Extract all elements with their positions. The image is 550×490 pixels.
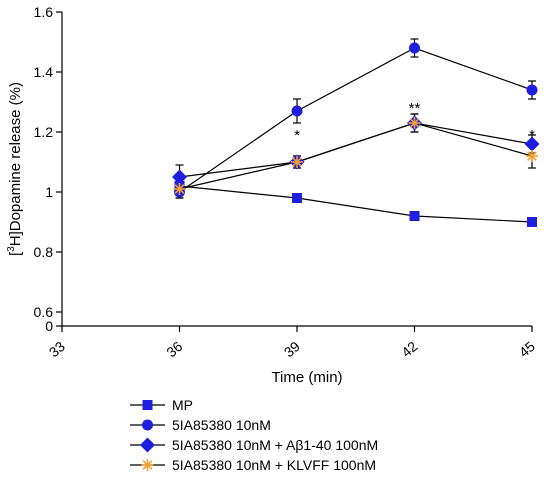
- y-tick-label: 1.2: [34, 124, 54, 140]
- data-point-3-0: [173, 183, 186, 195]
- x-tick-label: 45: [516, 338, 538, 360]
- significance-label: *: [294, 127, 300, 144]
- series-line-2: [179, 122, 533, 178]
- significance-annotations: ****: [294, 100, 535, 144]
- y-tick-label: 1.6: [34, 4, 54, 20]
- y-tick-label: 0.8: [34, 244, 54, 260]
- x-tick-label: 36: [163, 338, 185, 360]
- x-axis-title: Time (min): [271, 369, 342, 386]
- significance-label: **: [409, 100, 421, 117]
- y-axis-title: [3H]Dopamine release (%): [6, 82, 24, 256]
- series-line-1: [179, 47, 533, 193]
- x-tick-label: 33: [46, 338, 68, 360]
- data-point-3-3: [526, 150, 538, 162]
- y-tick-label: 1: [45, 184, 53, 200]
- error-bars: [175, 38, 536, 226]
- legend-label-2: 5IA85380 10nM + Aβ1-40 100nM: [172, 437, 378, 453]
- data-point-3-2: [408, 117, 421, 129]
- data-point-2-3: [524, 136, 540, 152]
- legend-label-1: 5IA85380 10nM: [172, 417, 271, 433]
- data-point-1-3: [526, 84, 538, 96]
- x-tick-label: 39: [281, 338, 303, 360]
- legend-marker-2: [140, 437, 155, 453]
- series-line-0: [179, 185, 533, 223]
- series-markers: [172, 42, 540, 227]
- data-point-0-1: [292, 193, 302, 203]
- data-point-1-2: [409, 42, 420, 54]
- legend-label-3: 5IA85380 10nM + KLVFF 100nM: [172, 457, 376, 473]
- y-axis-title-sup: 3: [6, 246, 17, 252]
- data-point-3-1: [291, 156, 303, 168]
- legend: MP 5IA85380 10nM 5IA85380 10nM + Aβ1-40 10…: [130, 397, 378, 473]
- legend-marker-1: [142, 419, 153, 431]
- y-tick-label: 0.6: [34, 304, 54, 320]
- series-line-3: [179, 122, 533, 190]
- y-axis-title-pre: [: [7, 251, 24, 256]
- legend-marker-3: [141, 459, 154, 471]
- x-tick-label: 42: [398, 338, 420, 360]
- significance-label: *: [529, 127, 535, 144]
- y-axis-title-post: H]Dopamine release (%): [7, 82, 24, 246]
- data-point-2-0: [172, 169, 187, 185]
- data-point-1-1: [291, 105, 303, 117]
- series-lines: [179, 47, 533, 223]
- data-point-0-3: [527, 217, 537, 227]
- legend-marker-0: [142, 400, 153, 410]
- y-tick-label: 0: [45, 318, 53, 334]
- legend-label-0: MP: [172, 397, 193, 413]
- y-tick-label: 1.4: [34, 64, 54, 80]
- data-point-0-2: [409, 211, 420, 221]
